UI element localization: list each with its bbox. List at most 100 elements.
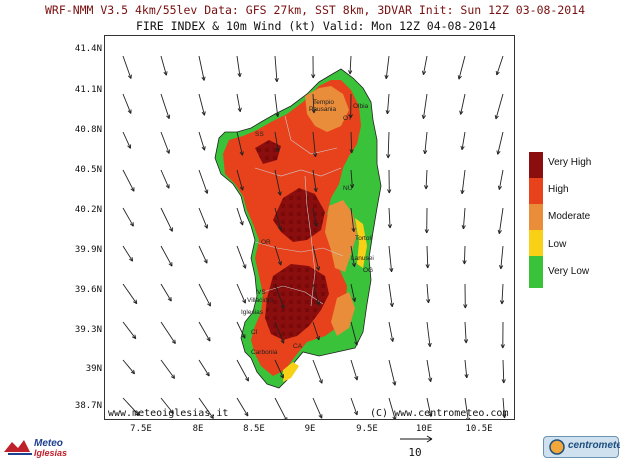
wind-arrow-head [239, 221, 244, 226]
wind-arrow [122, 207, 134, 227]
wind-arrow [160, 397, 174, 414]
wind-arrow [312, 169, 317, 192]
wind-arrow-head [315, 266, 321, 271]
wind-arrow-head [170, 374, 176, 379]
wind-arrow [160, 321, 176, 344]
wind-arrow [388, 359, 396, 386]
wind-arrow [160, 283, 172, 302]
town-label: Lanusei [351, 255, 374, 262]
wind-arrow [312, 245, 320, 271]
wind-arrow [236, 359, 249, 382]
wind-arrow [312, 207, 318, 227]
wind-scale-arrow [400, 435, 433, 443]
wind-arrow-head [204, 224, 208, 229]
wind-arrow-head [203, 259, 208, 264]
wind-arrow-head [280, 374, 284, 379]
wind-arrow [388, 321, 394, 342]
wind-arrow [385, 55, 390, 79]
wind-arrow-head [389, 267, 394, 273]
lon-label: 8.5E [243, 424, 265, 434]
legend-label: Low [548, 239, 567, 250]
wind-arrow [422, 93, 428, 119]
wind-arrow-head [237, 72, 242, 78]
map-panel: Tempio Pausania Olbia OT SS NU OR Tortol… [104, 35, 515, 422]
wind-arrow-head [463, 304, 468, 309]
wind-arrow-head [274, 78, 279, 83]
wind-arrow-head [315, 335, 320, 341]
wind-scale-label: 10 [408, 446, 422, 459]
legend-label: Very High [548, 157, 592, 168]
wind-arrow-head [168, 262, 173, 267]
wind-arrow [274, 93, 279, 117]
wind-arrow [498, 207, 504, 234]
wind-arrow-head [239, 186, 244, 191]
lon-label: 10.5E [465, 424, 493, 434]
wind-arrow [122, 283, 138, 304]
wind-arrow-head [350, 184, 355, 189]
wind-arrow [424, 131, 428, 154]
wind-arrow-head [501, 379, 506, 384]
wind-arrow-head [498, 264, 504, 270]
wind-arrow [274, 397, 288, 422]
wind-arrow [274, 55, 278, 82]
wind-arrow [501, 283, 504, 305]
lat-label: 38.7N [74, 401, 102, 411]
very-high-risk-zone-south [265, 264, 329, 340]
wind-arrow-head [459, 110, 464, 115]
wind-arrow-head [242, 264, 247, 269]
legend-swatch-very-high [529, 152, 543, 178]
wind-arrow-head [387, 189, 392, 194]
wind-arrow [350, 359, 358, 381]
wind-arrow-head [496, 150, 501, 155]
wind-arrow [122, 55, 132, 79]
town-label: NU [343, 185, 353, 192]
lat-label: 41.1N [74, 85, 102, 95]
wind-arrow-head [130, 187, 135, 192]
town-label: OR [261, 239, 271, 246]
wind-arrow [502, 397, 506, 418]
wind-arrow-head [171, 339, 176, 344]
wind-arrow [236, 131, 243, 156]
wind-arrow [426, 245, 429, 269]
wind-arrow-head [421, 70, 427, 75]
wind-arrow-head [169, 227, 173, 232]
wind-arrow [388, 397, 396, 421]
wind-arrow [160, 359, 175, 379]
wind-arrow [500, 245, 504, 269]
svg-text:Iglesias: Iglesias [34, 448, 67, 458]
wind-arrow-head [426, 299, 431, 304]
wind-arrow-head [163, 71, 168, 76]
wind-arrow-head [209, 414, 214, 419]
town-label: Villacidro [247, 297, 274, 304]
wind-arrow [350, 321, 358, 346]
legend-label: High [548, 184, 569, 195]
wind-arrow-head [428, 412, 433, 417]
wind-arrow [496, 55, 504, 76]
wind-arrow [160, 245, 173, 267]
wind-arrow-head [313, 152, 318, 158]
wind-arrow-head [242, 299, 246, 304]
wind-arrow [160, 93, 170, 119]
wind-arrow-head [207, 302, 211, 307]
wind-arrow-head [316, 301, 321, 306]
wind-arrow-head [244, 411, 249, 417]
wind-arrow [461, 169, 466, 194]
wind-arrow [274, 283, 285, 309]
lat-label: 39N [85, 364, 102, 374]
wind-arrow-head [130, 369, 136, 375]
wind-arrow-head [385, 110, 390, 115]
wind-arrow-head [457, 75, 462, 80]
wind-arrow-head [349, 149, 354, 154]
lat-label: 40.2N [74, 205, 102, 215]
lat-label: 39.9N [74, 245, 102, 255]
wind-arrow-head [386, 154, 391, 159]
town-label: SS [255, 131, 264, 138]
wind-arrow [236, 169, 244, 191]
wind-arrow-head [245, 377, 249, 382]
wind-arrow-head [461, 225, 466, 230]
wind-arrow-head [280, 339, 285, 344]
centrometeo-globe-icon [549, 439, 565, 455]
wind-arrow [236, 283, 246, 304]
lon-label: 8E [192, 424, 204, 434]
wind-arrow-head [239, 151, 244, 156]
